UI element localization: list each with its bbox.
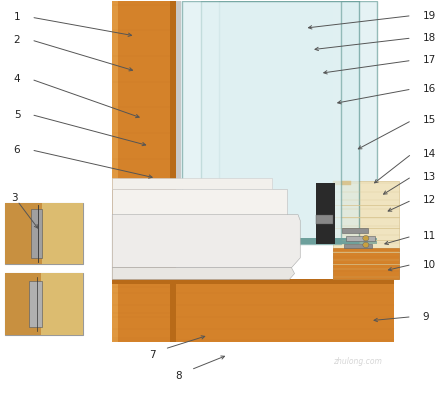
Text: 15: 15 xyxy=(423,115,436,125)
Polygon shape xyxy=(176,1,181,244)
Polygon shape xyxy=(346,236,374,241)
Polygon shape xyxy=(201,238,359,244)
Polygon shape xyxy=(112,1,118,342)
Polygon shape xyxy=(176,1,333,244)
Text: 9: 9 xyxy=(423,312,429,322)
Text: 2: 2 xyxy=(14,35,20,45)
Polygon shape xyxy=(333,248,399,279)
Polygon shape xyxy=(112,279,394,342)
Text: 18: 18 xyxy=(423,33,436,43)
Bar xyxy=(5,273,41,335)
Polygon shape xyxy=(182,1,341,244)
Text: 4: 4 xyxy=(14,74,20,84)
Polygon shape xyxy=(220,238,377,244)
Bar xyxy=(315,183,335,244)
Text: zhulong.com: zhulong.com xyxy=(333,357,381,366)
Text: 11: 11 xyxy=(423,231,436,241)
Text: 17: 17 xyxy=(423,56,436,65)
Text: 6: 6 xyxy=(14,145,20,155)
Polygon shape xyxy=(344,244,371,248)
Text: 1: 1 xyxy=(14,12,20,22)
Polygon shape xyxy=(220,1,377,242)
Polygon shape xyxy=(170,1,176,342)
Text: 13: 13 xyxy=(423,171,436,182)
Text: 12: 12 xyxy=(423,195,436,205)
Polygon shape xyxy=(112,279,394,284)
Bar xyxy=(315,215,333,225)
Bar xyxy=(42,203,83,264)
Text: 19: 19 xyxy=(423,11,436,20)
Text: 10: 10 xyxy=(423,260,436,269)
Polygon shape xyxy=(333,181,351,185)
Text: 7: 7 xyxy=(149,350,156,360)
Bar xyxy=(29,281,42,327)
Bar xyxy=(41,273,83,335)
Circle shape xyxy=(363,242,369,248)
Polygon shape xyxy=(182,238,341,244)
Polygon shape xyxy=(112,178,272,189)
Text: 14: 14 xyxy=(423,149,436,159)
Polygon shape xyxy=(112,1,176,342)
Polygon shape xyxy=(112,189,287,215)
Bar xyxy=(5,273,83,335)
Bar xyxy=(31,209,42,258)
Polygon shape xyxy=(112,268,294,279)
Polygon shape xyxy=(342,229,368,233)
Polygon shape xyxy=(112,215,300,268)
Polygon shape xyxy=(333,181,399,279)
Text: 5: 5 xyxy=(14,110,20,119)
Text: 8: 8 xyxy=(176,371,182,381)
Text: 16: 16 xyxy=(423,84,436,94)
Bar xyxy=(5,203,83,264)
Polygon shape xyxy=(201,1,359,243)
Circle shape xyxy=(363,236,369,241)
Bar xyxy=(5,203,42,264)
Text: 3: 3 xyxy=(11,193,17,203)
